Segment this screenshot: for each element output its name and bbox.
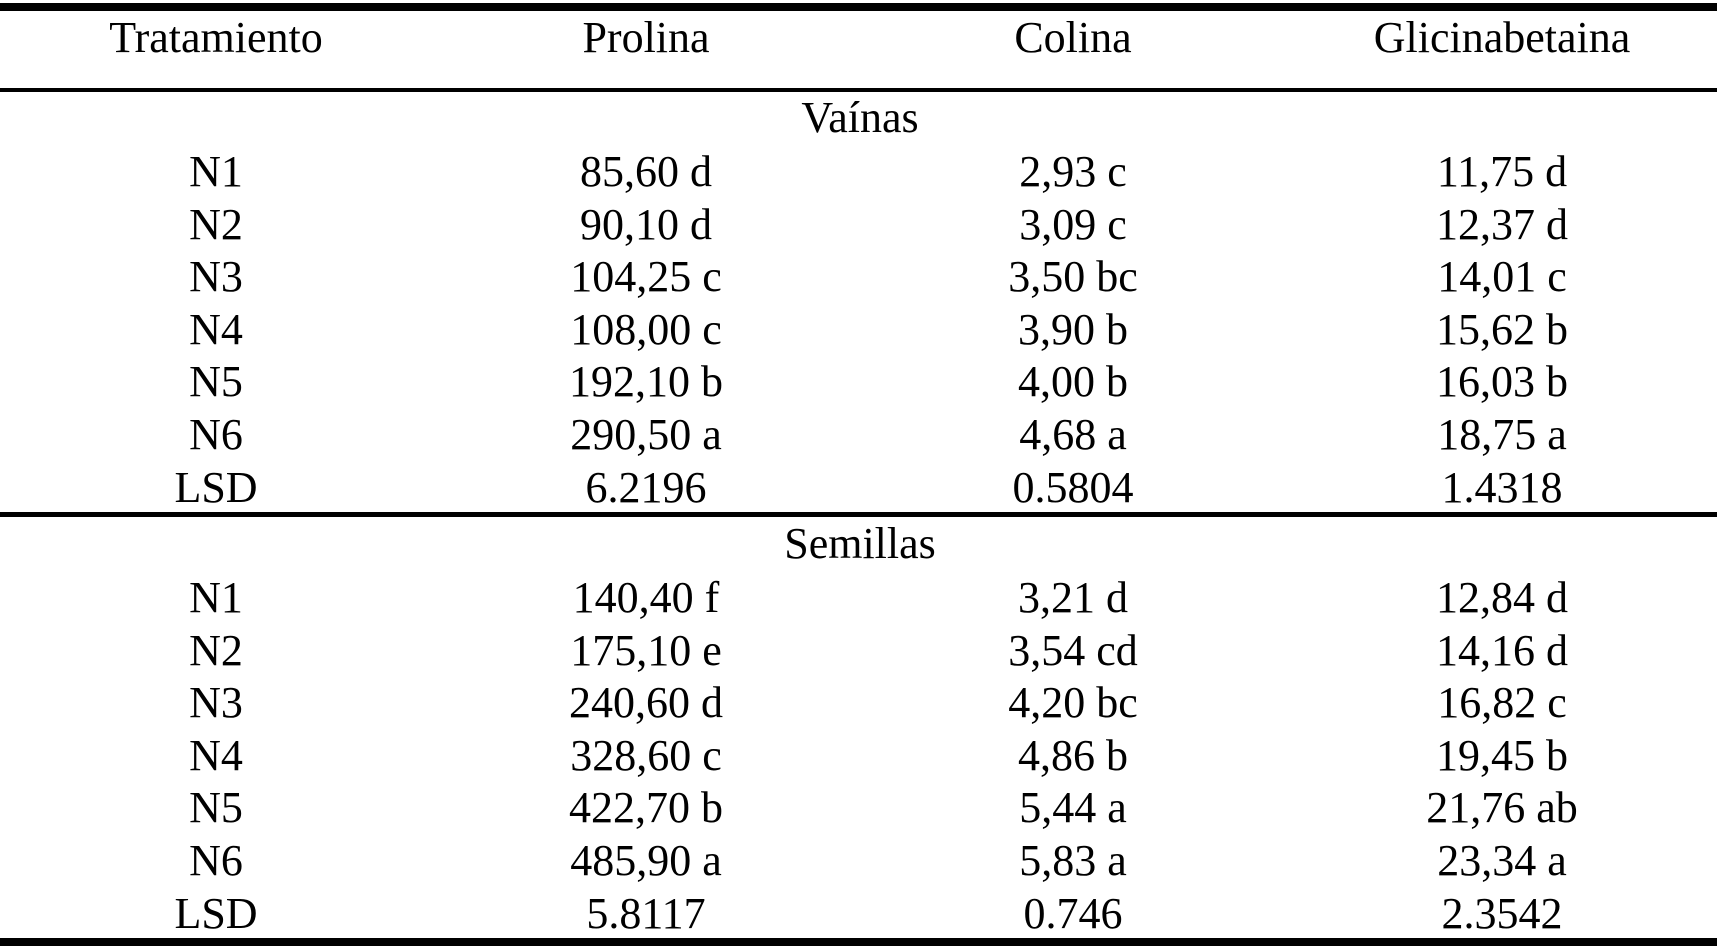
cell: 3,50 bc: [1008, 252, 1138, 302]
row-label: N3: [189, 252, 243, 302]
row-label: N6: [189, 410, 243, 459]
cell: 23,34 a: [1437, 836, 1567, 885]
cell: 0.5804: [1012, 462, 1134, 512]
row-label: N5: [189, 783, 243, 833]
section-rule: [0, 512, 1717, 517]
row-label: N1: [189, 573, 243, 622]
section-title: Semillas: [784, 519, 936, 568]
row-label: N1: [189, 147, 243, 196]
row-label: LSD: [174, 888, 258, 938]
top-rule: [0, 3, 1717, 11]
cell: 14,01 c: [1437, 252, 1567, 302]
row-label: N2: [189, 625, 243, 675]
row-label: N2: [189, 199, 243, 249]
row-label: LSD: [174, 462, 258, 512]
cell: 3,09 c: [1019, 199, 1127, 249]
cell: 290,50 a: [570, 410, 722, 459]
cell: 240,60 d: [569, 678, 723, 728]
cell: 6.2196: [585, 462, 707, 512]
cell: 4,86 b: [1018, 730, 1128, 780]
row-label: N6: [189, 836, 243, 885]
row-label: N3: [189, 678, 243, 728]
cell: 328,60 c: [570, 730, 722, 780]
column-header: Glicinabetaina: [1373, 13, 1631, 62]
cell: 12,37 d: [1436, 199, 1568, 249]
cell: 2,93 c: [1019, 147, 1127, 196]
cell: 3,90 b: [1018, 304, 1128, 354]
cell: 16,82 c: [1437, 678, 1567, 728]
cell: 140,40 f: [572, 573, 720, 622]
cell: 4,00 b: [1018, 357, 1128, 407]
cell: 90,10 d: [580, 199, 712, 249]
cell: 21,76 ab: [1426, 783, 1578, 833]
cell: 175,10 e: [570, 625, 722, 675]
cell: 4,68 a: [1019, 410, 1127, 459]
cell: 18,75 a: [1437, 410, 1567, 459]
cell: 3,21 d: [1018, 573, 1128, 622]
header-rule: [0, 88, 1717, 92]
cell: 2.3542: [1441, 888, 1563, 938]
cell: 15,62 b: [1436, 304, 1568, 354]
cell: 5.8117: [586, 888, 706, 938]
row-label: N5: [189, 357, 243, 407]
cell: 14,16 d: [1436, 625, 1568, 675]
cell: 192,10 b: [569, 357, 723, 407]
cell: 485,90 a: [570, 836, 722, 885]
cell: 19,45 b: [1436, 730, 1568, 780]
column-header: Colina: [1014, 13, 1132, 62]
cell: 5,83 a: [1019, 836, 1127, 885]
cell: 12,84 d: [1436, 573, 1568, 622]
cell: 16,03 b: [1436, 357, 1568, 407]
cell: 5,44 a: [1019, 783, 1127, 833]
cell: 3,54 cd: [1008, 625, 1138, 675]
cell: 85,60 d: [580, 147, 712, 196]
bottom-rule: [0, 938, 1717, 946]
cell: 108,00 c: [570, 304, 722, 354]
section-title: Vaínas: [801, 93, 919, 142]
cell: 1.4318: [1441, 462, 1563, 512]
row-label: N4: [189, 730, 243, 780]
cell: 422,70 b: [569, 783, 723, 833]
cell: 104,25 c: [570, 252, 722, 302]
cell: 11,75 d: [1436, 147, 1568, 196]
row-label: N4: [189, 304, 243, 354]
column-header: Prolina: [582, 13, 710, 62]
column-header: Tratamiento: [109, 13, 323, 62]
cell: 4,20 bc: [1008, 678, 1138, 728]
cell: 0.746: [1023, 888, 1123, 938]
